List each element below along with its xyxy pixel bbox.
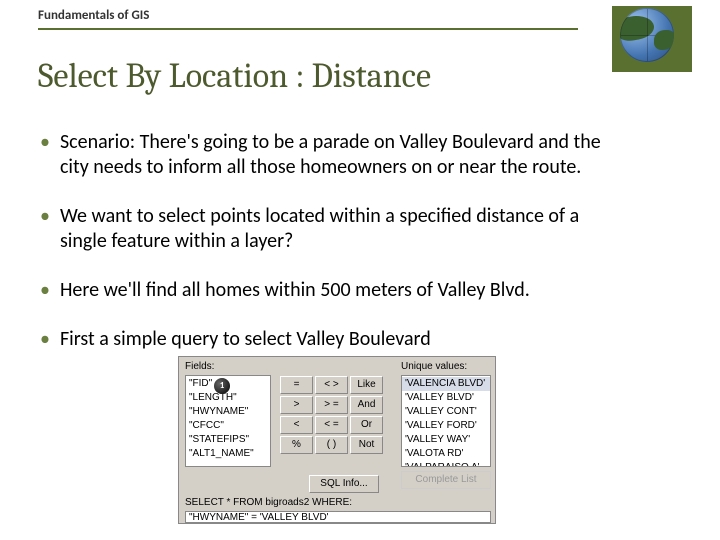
op-gt-button[interactable]: >: [280, 396, 313, 414]
uv-item[interactable]: 'VALENCIA BLVD': [402, 377, 490, 391]
op-paren-button[interactable]: ( ): [315, 436, 348, 454]
op-eq-button[interactable]: =: [280, 376, 313, 394]
header-rule: [38, 28, 578, 30]
uv-item[interactable]: 'VALLEY CONT': [402, 405, 490, 419]
bullet-item: •We want to select points located within…: [40, 204, 620, 254]
op-ne-button[interactable]: < >: [315, 376, 348, 394]
op-ge-button[interactable]: > =: [315, 396, 348, 414]
op-and-button[interactable]: And: [350, 396, 383, 414]
bullet-item: •Scenario: There's going to be a parade …: [40, 130, 620, 180]
op-like-button[interactable]: Like: [350, 376, 383, 394]
bullet-text: Here we'll find all homes within 500 met…: [60, 278, 530, 303]
operator-grid: =< >Like >> =And << =Or %( )Not: [279, 375, 395, 455]
bullet-list: •Scenario: There's going to be a parade …: [40, 130, 620, 376]
op-not-button[interactable]: Not: [350, 436, 383, 454]
slide: Fundamentals of GIS Select By Location :…: [0, 0, 720, 540]
course-label: Fundamentals of GIS: [38, 8, 149, 23]
bullet-item: •First a simple query to select Valley B…: [40, 327, 620, 352]
fields-label: Fields:: [185, 361, 214, 372]
field-item[interactable]: "STATEFIPS": [186, 433, 270, 447]
unique-values-listbox[interactable]: 'VALENCIA BLVD' 'VALLEY BLVD' 'VALLEY CO…: [401, 375, 491, 467]
bullet-text: We want to select points located within …: [60, 204, 620, 254]
field-item[interactable]: "HWYNAME": [186, 405, 270, 419]
step-marker-icon: 1: [214, 378, 230, 394]
op-le-button[interactable]: < =: [315, 416, 348, 434]
complete-list-button: Complete List: [401, 471, 491, 489]
globe-graphic: [612, 6, 692, 72]
uv-item[interactable]: 'VALPARAISO A': [402, 461, 490, 467]
field-item[interactable]: "LENGTH": [186, 391, 270, 405]
slide-title: Select By Location : Distance: [38, 56, 431, 96]
uv-item[interactable]: 'VALOTA RD': [402, 447, 490, 461]
bullet-text: Scenario: There's going to be a parade o…: [60, 130, 620, 180]
select-from-label: SELECT * FROM bigroads2 WHERE:: [185, 497, 352, 508]
op-or-button[interactable]: Or: [350, 416, 383, 434]
bullet-text: First a simple query to select Valley Bo…: [60, 327, 431, 352]
op-pct-button[interactable]: %: [280, 436, 313, 454]
op-lt-button[interactable]: <: [280, 416, 313, 434]
sql-info-button[interactable]: SQL Info...: [309, 475, 379, 493]
uv-item[interactable]: 'VALLEY WAY': [402, 433, 490, 447]
query-input[interactable]: "HWYNAME" = 'VALLEY BLVD': [185, 511, 491, 523]
field-item[interactable]: "CFCC": [186, 419, 270, 433]
uv-item[interactable]: 'VALLEY FORD': [402, 419, 490, 433]
bullet-item: •Here we'll find all homes within 500 me…: [40, 278, 620, 303]
field-item[interactable]: "ALT1_NAME": [186, 447, 270, 461]
uv-item[interactable]: 'VALLEY BLVD': [402, 391, 490, 405]
unique-values-label: Unique values:: [401, 361, 467, 372]
